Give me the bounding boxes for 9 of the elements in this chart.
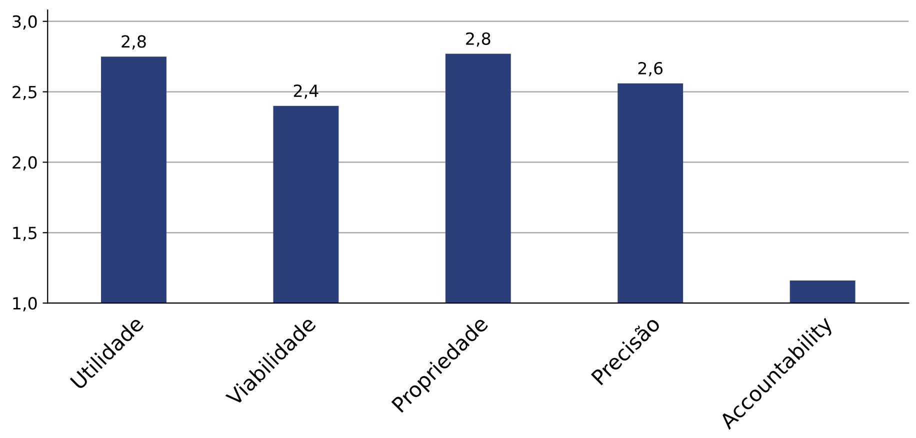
data-label: 2,8 <box>466 32 490 47</box>
data-label: 2,8 <box>122 35 146 50</box>
y-tick-label: 2,5 <box>12 86 36 100</box>
y-tick-label: 1,0 <box>13 297 37 312</box>
y-tick-label: 1,5 <box>13 226 36 241</box>
data-label: 2,6 <box>638 62 663 76</box>
y-tick-label: 3,0 <box>12 15 37 30</box>
y-tick-label: 2,0 <box>12 156 37 170</box>
data-label: 2,4 <box>294 84 318 99</box>
